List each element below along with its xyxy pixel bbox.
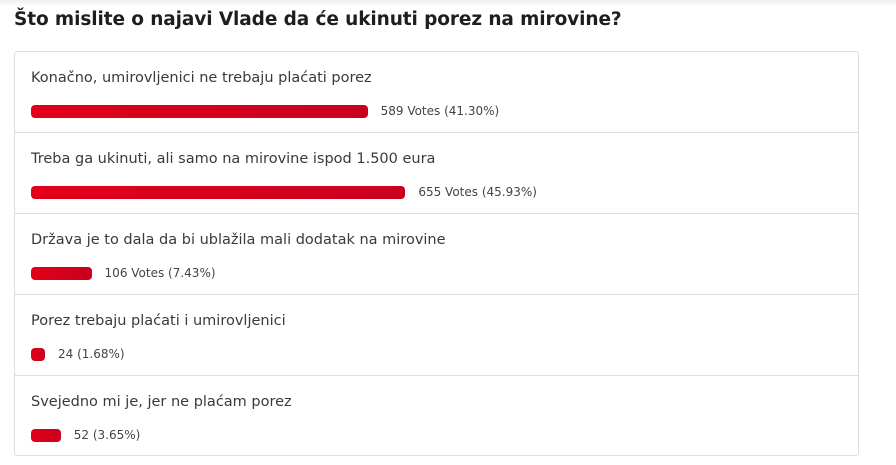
option-label: Svejedno mi je, jer ne plaćam porez — [31, 394, 292, 410]
vote-count: 106 Votes (7.43%) — [104, 266, 216, 280]
option-label: Treba ga ukinuti, ali samo na mirovine i… — [31, 151, 436, 167]
poll-option: Svejedno mi je, jer ne plaćam porez 52 (… — [15, 376, 858, 457]
result-bar — [31, 104, 368, 118]
vote-count: 52 (3.65%) — [73, 428, 141, 442]
result-bar — [31, 428, 61, 442]
result-bar — [31, 185, 406, 199]
result-bar — [31, 347, 45, 361]
vote-count: 655 Votes (45.93%) — [418, 185, 537, 199]
vote-count: 589 Votes (41.30%) — [380, 104, 500, 118]
poll-question: Što mislite o najavi Vlade da će ukinuti… — [14, 9, 622, 30]
vote-count: 24 (1.68%) — [58, 347, 125, 361]
option-label: Porez trebaju plaćati i umirovljenici — [31, 313, 286, 329]
poll-option: Država je to dala da bi ublažila mali do… — [15, 214, 858, 295]
option-label: Konačno, umirovljenici ne trebaju plaćat… — [31, 70, 372, 86]
poll-option: Konačno, umirovljenici ne trebaju plaćat… — [15, 52, 858, 133]
option-label: Država je to dala da bi ublažila mali do… — [31, 232, 446, 248]
poll-option: Porez trebaju plaćati i umirovljenici 24… — [15, 295, 858, 376]
result-bar — [31, 266, 92, 280]
top-shade — [0, 0, 896, 6]
poll-results: Konačno, umirovljenici ne trebaju plaćat… — [14, 51, 859, 456]
poll-option: Treba ga ukinuti, ali samo na mirovine i… — [15, 133, 858, 214]
